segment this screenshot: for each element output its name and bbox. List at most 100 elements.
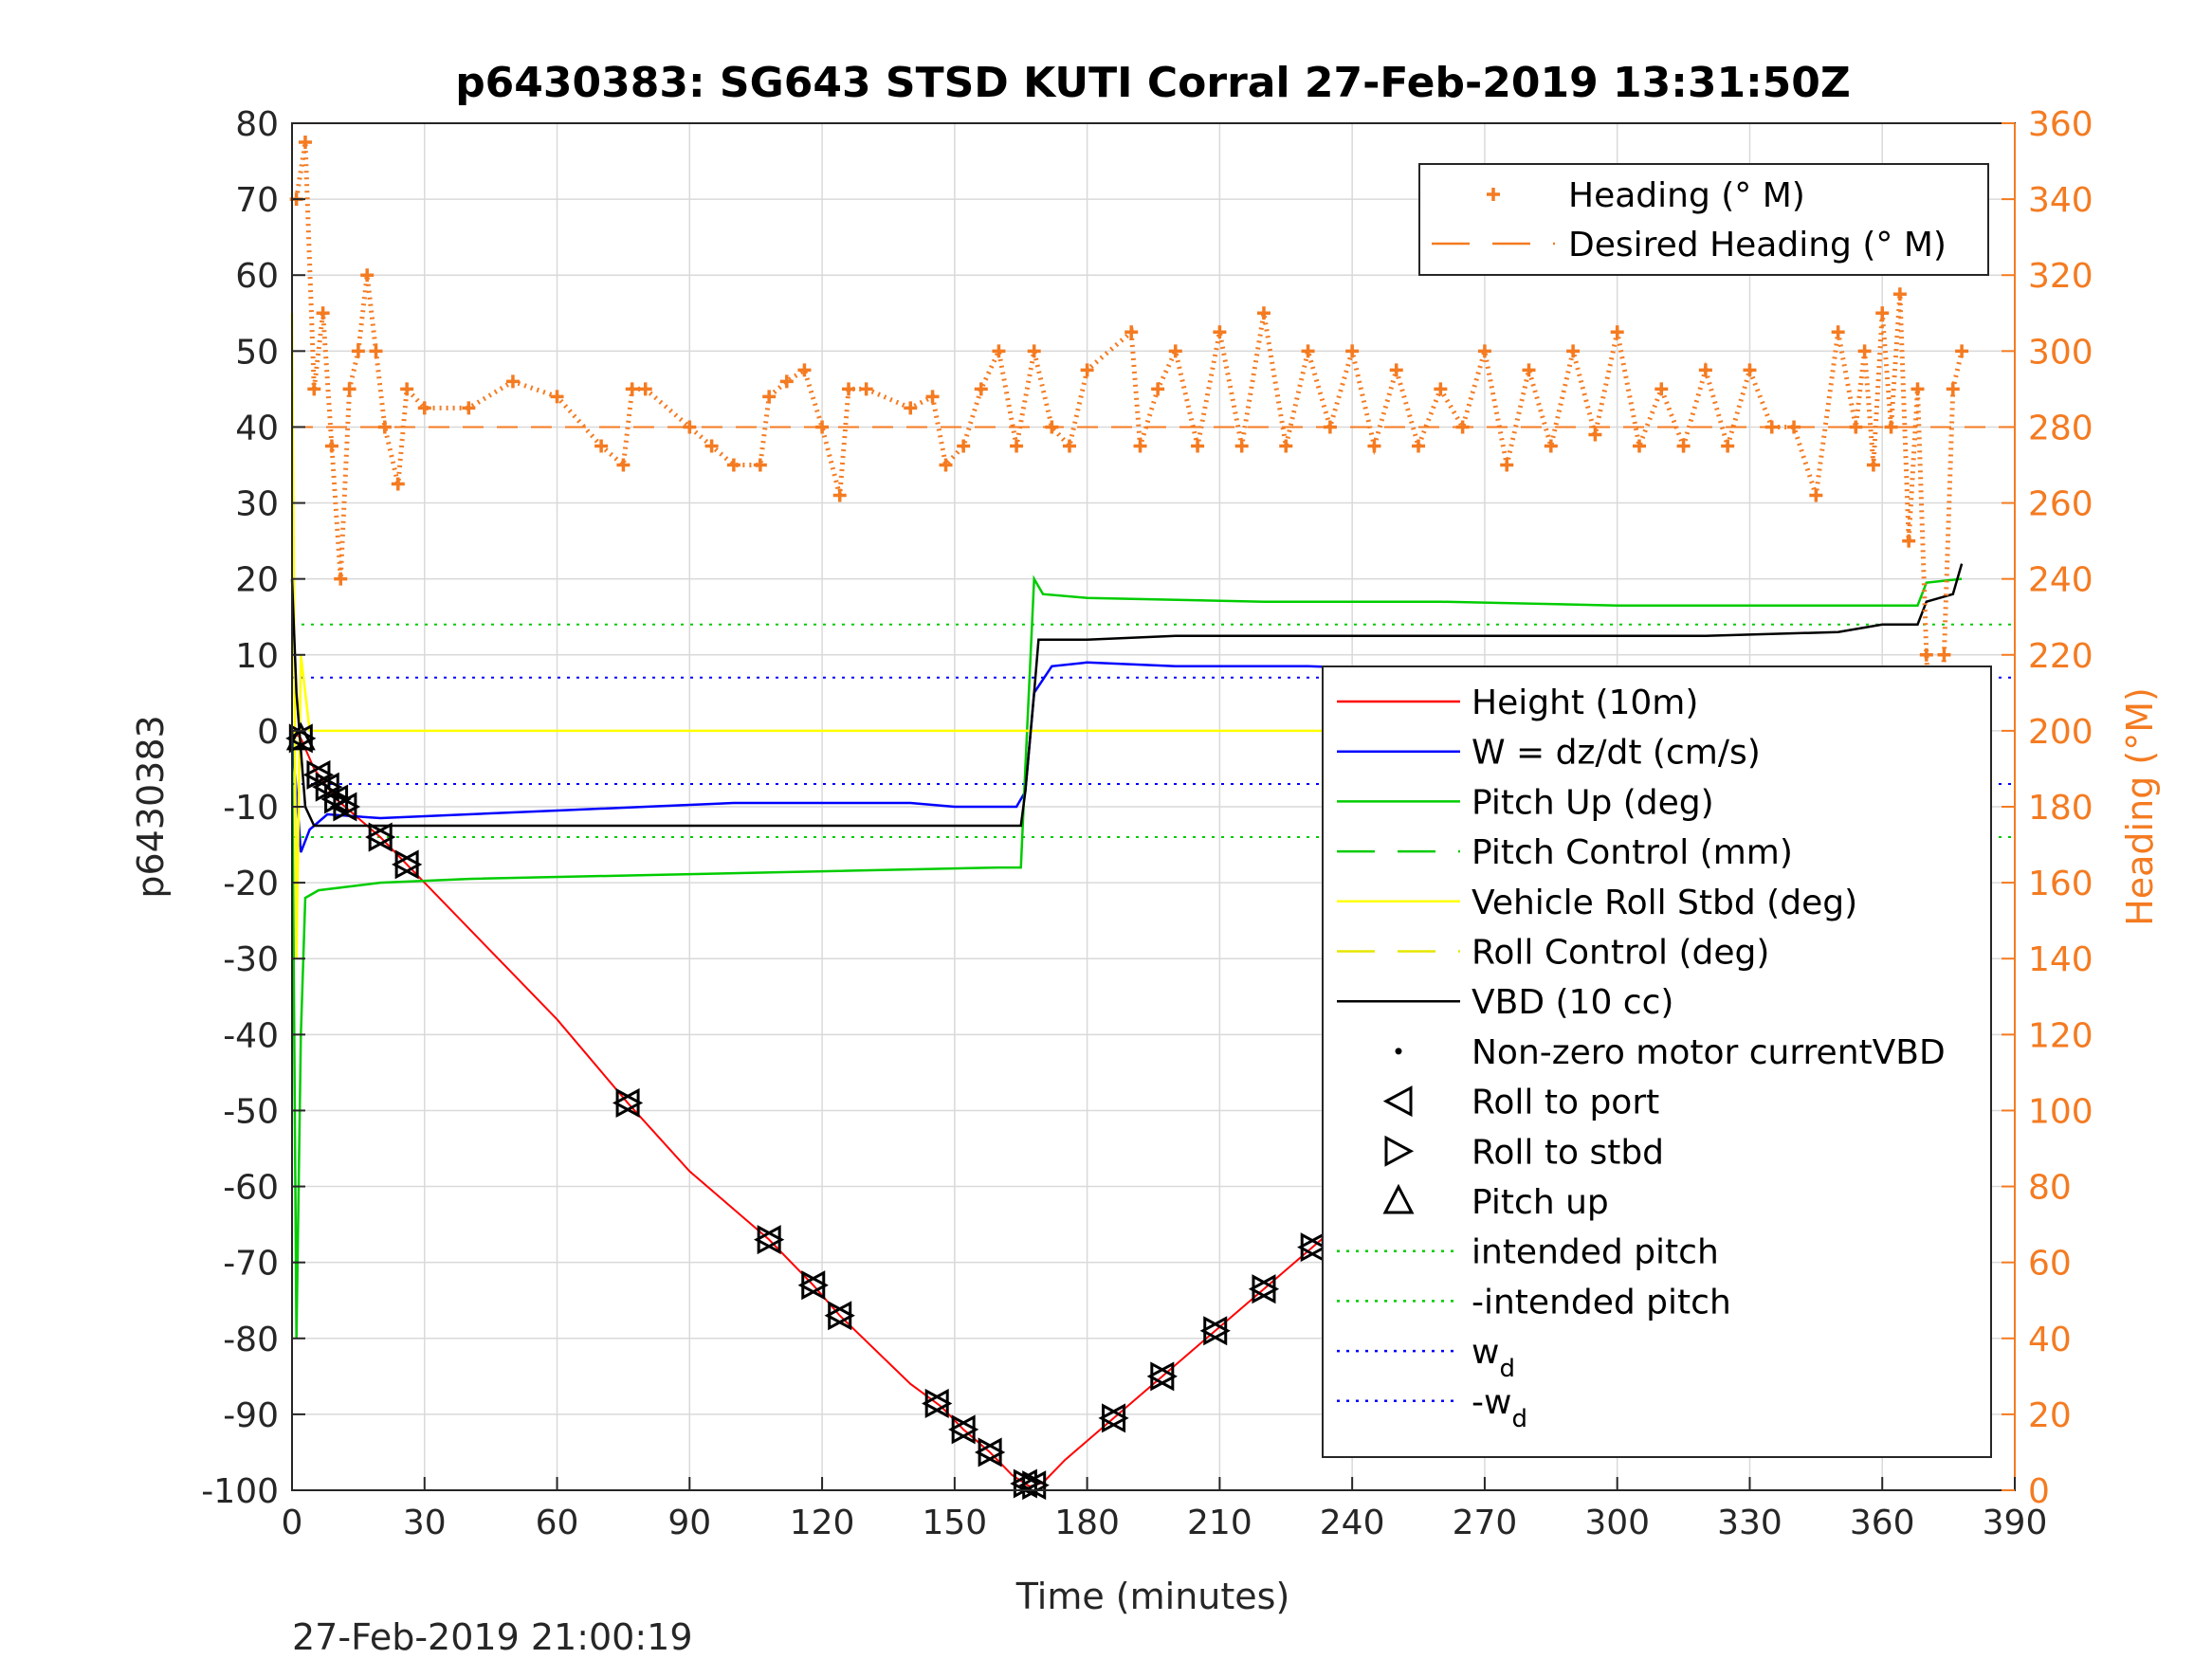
heading-point	[625, 382, 639, 396]
heading-point	[1434, 382, 1448, 396]
legend-label: Desired Heading (° M)	[1568, 226, 1947, 264]
y-tick-label: 20	[235, 561, 279, 600]
y-right-tick-label: 240	[2028, 561, 2093, 600]
legend-label: Roll to port	[1472, 1084, 1659, 1122]
heading-point	[974, 382, 988, 396]
heading-point	[1477, 344, 1491, 358]
heading-point	[1857, 344, 1872, 358]
heading-point	[616, 458, 631, 472]
y-right-tick-label: 320	[2028, 257, 2093, 296]
y-tick-label: 30	[235, 485, 279, 524]
heading-point	[1045, 420, 1059, 434]
roll-to-stbd-marker	[951, 1414, 979, 1445]
x-tick-label: 120	[790, 1504, 855, 1542]
roll-to-stbd-marker	[288, 723, 317, 754]
legend-label: Non-zero motor currentVBD	[1472, 1033, 1946, 1072]
heading-point	[859, 382, 873, 396]
heading-point	[505, 374, 520, 389]
legend-main-box	[1322, 665, 1992, 1458]
roll-to-stbd-marker	[1102, 1403, 1129, 1433]
legend-label: Height (10m)	[1472, 684, 1698, 722]
legend-label: Pitch up	[1472, 1183, 1609, 1222]
x-tick-label: 90	[667, 1504, 711, 1542]
legend-label: VBD (10 cc)	[1472, 983, 1673, 1022]
x-tick-label: 180	[1054, 1504, 1120, 1542]
heading-point	[1500, 458, 1514, 472]
heading-point	[1698, 363, 1712, 377]
legend-swatch	[1382, 1085, 1413, 1118]
y-right-tick-label: 40	[2028, 1321, 2072, 1359]
heading-point	[1345, 344, 1360, 358]
x-tick-label: 270	[1453, 1504, 1518, 1542]
y-tick-label: -40	[223, 1016, 279, 1055]
y-tick-label: -70	[223, 1245, 279, 1284]
legend-label: Pitch Control (mm)	[1472, 833, 1793, 872]
y-right-tick-label: 20	[2028, 1396, 2072, 1435]
y-ticks-right: 3603403203002802602402202001801601401201…	[2002, 105, 2093, 1511]
legend-label: Heading (° M)	[1568, 176, 1805, 215]
legend-heading: Heading (° M) Desired Heading (° M)	[1418, 163, 1989, 276]
roll-to-stbd-marker	[615, 1087, 644, 1118]
heading-point	[324, 439, 338, 453]
heading-point	[904, 401, 918, 415]
y-right-tick-label: 0	[2028, 1472, 2050, 1511]
legend-label: Vehicle Roll Stbd (deg)	[1472, 884, 1857, 922]
y-right-tick-label: 260	[2028, 485, 2093, 524]
footer-timestamp: 27-Feb-2019 21:00:19	[292, 1616, 693, 1658]
roll-to-stbd-marker	[1300, 1232, 1328, 1263]
heading-point	[391, 477, 405, 491]
y-right-tick-label: 80	[2028, 1169, 2072, 1208]
y-axis-label: p6430383	[130, 715, 172, 898]
heading-point	[842, 382, 856, 396]
heading-point	[1787, 420, 1801, 434]
heading-point	[316, 306, 330, 320]
y-right-tick-label: 200	[2028, 713, 2093, 752]
heading-point	[683, 420, 697, 434]
roll-to-stbd-marker	[801, 1270, 829, 1301]
heading-point	[1743, 363, 1757, 377]
heading-point	[594, 439, 609, 453]
roll-to-stbd-marker	[306, 759, 335, 790]
y-right-tick-label: 360	[2028, 105, 2093, 144]
heading-point	[1721, 439, 1735, 453]
legend-heading-box	[1418, 163, 1989, 276]
heading-point	[1764, 420, 1779, 434]
heading-point	[1213, 325, 1227, 339]
heading-point	[638, 382, 652, 396]
heading-point	[307, 382, 321, 396]
heading-point	[550, 390, 564, 404]
y-right-tick-label: 160	[2028, 865, 2093, 903]
heading-point	[1884, 420, 1898, 434]
chart-title: p6430383: SG643 STSD KUTI Corral 27-Feb-…	[455, 59, 1851, 107]
roll-to-stbd-marker	[757, 1225, 785, 1255]
x-axis-label: Time (minutes)	[1015, 1576, 1290, 1617]
legend-label: intended pitch	[1472, 1233, 1719, 1272]
y-right-tick-label: 280	[2028, 409, 2093, 447]
heading-point	[1544, 439, 1558, 453]
x-tick-label: 240	[1320, 1504, 1385, 1542]
heading-point	[400, 382, 414, 396]
heading-point	[1610, 325, 1624, 339]
x-tick-label: 60	[536, 1504, 579, 1542]
roll-to-stbd-marker	[333, 792, 361, 822]
y-tick-label: 10	[235, 637, 279, 676]
y-tick-label: 0	[257, 713, 279, 752]
heading-point	[1937, 647, 1951, 662]
heading-point	[1256, 306, 1271, 320]
heading-point	[1062, 439, 1076, 453]
y-tick-label: -50	[223, 1092, 279, 1131]
legend-label: Pitch Up (deg)	[1472, 783, 1714, 822]
x-tick-label: 210	[1187, 1504, 1252, 1542]
heading-point	[369, 344, 383, 358]
y-right-tick-label: 100	[2028, 1092, 2093, 1131]
heading-point	[1455, 420, 1470, 434]
y-axis-label-right: Heading (°M)	[2119, 687, 2161, 926]
heading-point	[1124, 325, 1139, 339]
heading-point	[1654, 382, 1669, 396]
heading-point	[462, 401, 476, 415]
x-tick-label: 0	[282, 1504, 303, 1542]
legend-label: W = dz/dt (cm/s)	[1472, 734, 1761, 773]
heading-point	[1279, 439, 1293, 453]
heading-point	[925, 390, 940, 404]
